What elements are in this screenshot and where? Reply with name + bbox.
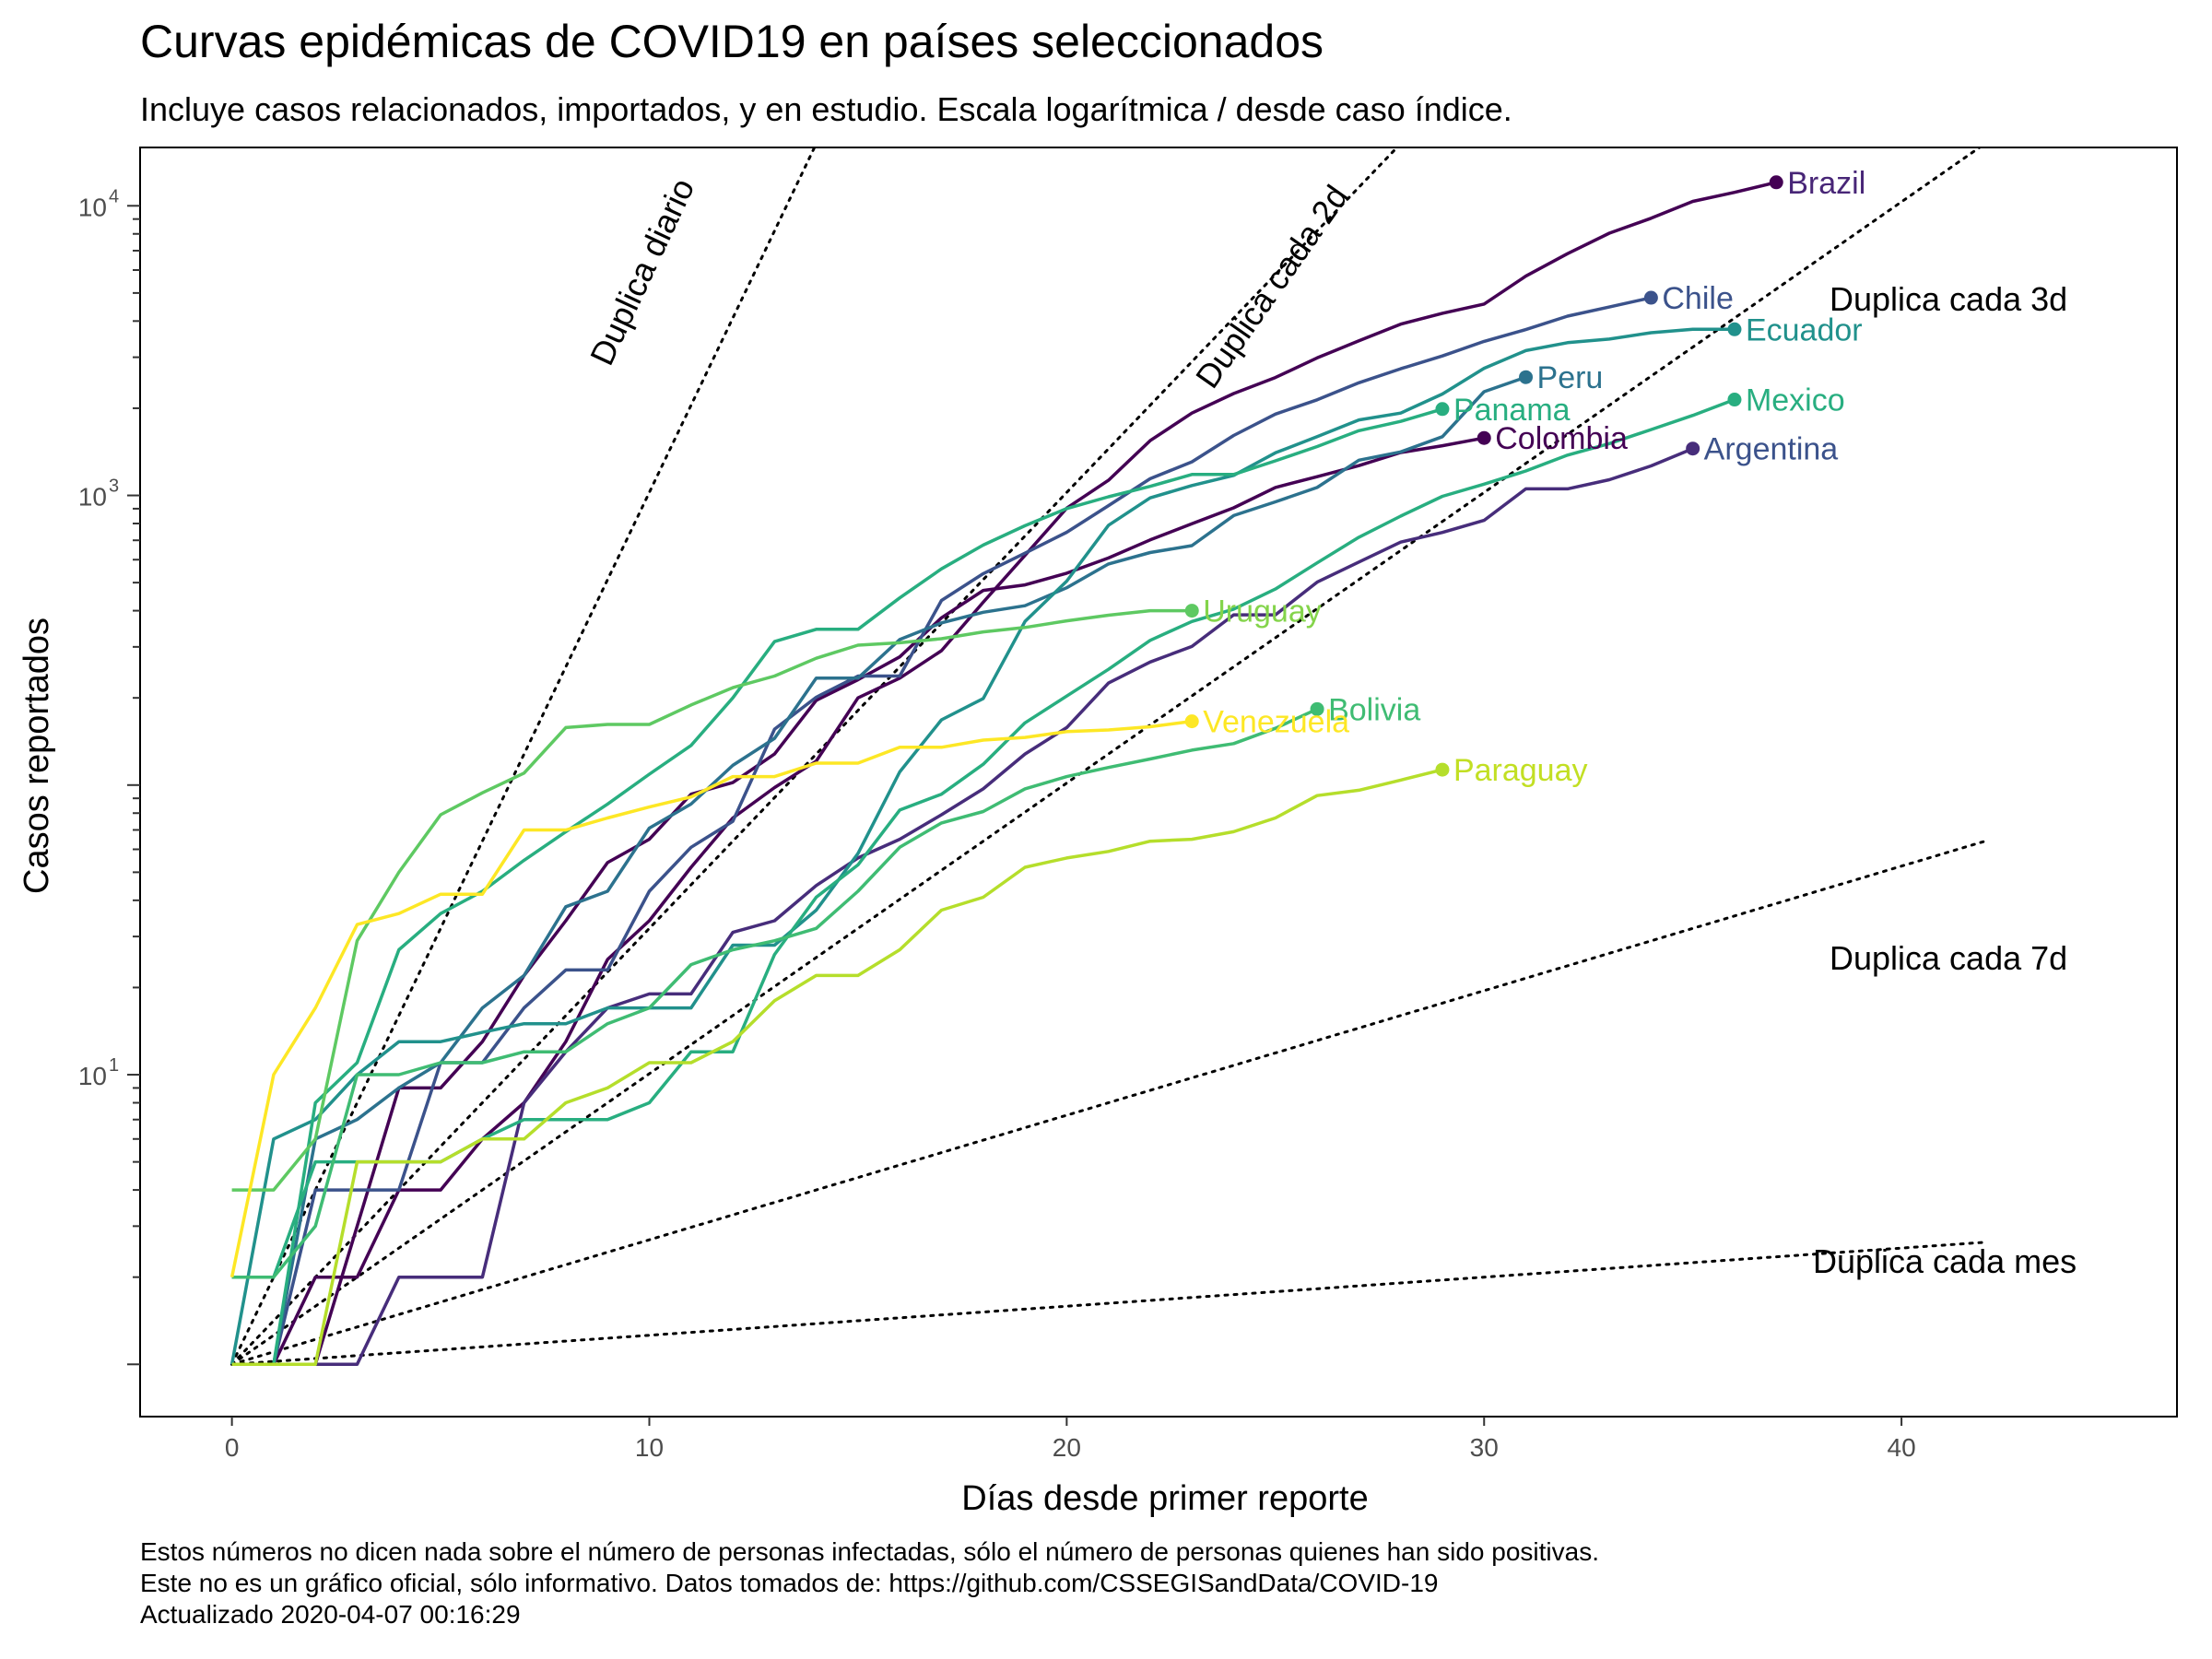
- chart-title: Curvas epidémicas de COVID19 en países s…: [140, 16, 1324, 67]
- series-end-point-brazil: [1769, 175, 1783, 190]
- series-label-panama: Panama: [1453, 393, 1571, 428]
- reference-line-5: [230, 1241, 1987, 1366]
- series-end-point-mexico: [1727, 393, 1742, 407]
- series-end-point-colombia: [1477, 430, 1491, 445]
- y-tick-label: 10: [78, 193, 107, 221]
- plot-panel-border: [139, 147, 2178, 1418]
- caption-line-3: Actualizado 2020-04-07 00:16:29: [140, 1600, 521, 1629]
- series-line-bolivia: [231, 707, 1318, 1279]
- series-end-point-uruguay: [1184, 604, 1199, 618]
- series-lines: [229, 181, 1777, 1367]
- y-tick-label: 10: [78, 483, 107, 512]
- series-line-brazil: [231, 181, 1777, 1367]
- series-end-point-ecuador: [1727, 322, 1742, 336]
- series-label-colombia: Colombia: [1495, 421, 1628, 456]
- reference-lines: [230, 147, 1987, 1366]
- series-line-uruguay: [231, 608, 1193, 1192]
- reference-line-1: [230, 147, 817, 1366]
- series-label-ecuador: Ecuador: [1746, 312, 1863, 347]
- series-label-peru: Peru: [1537, 360, 1604, 395]
- series-label-paraguay: Paraguay: [1453, 753, 1588, 788]
- series-end-point-panama: [1435, 402, 1450, 417]
- series-end-point-peru: [1519, 370, 1534, 384]
- x-tick-label: 0: [225, 1433, 240, 1462]
- reference-label-3: Duplica cada 3d: [1830, 280, 2067, 318]
- x-tick-label: 20: [1053, 1433, 1081, 1462]
- series-label-argentina: Argentina: [1704, 432, 1839, 467]
- series-line-ecuador: [229, 327, 1735, 1365]
- series-line-venezuela: [229, 719, 1193, 1278]
- series-end-markers: [1184, 175, 1783, 777]
- series-line-paraguay: [231, 768, 1443, 1367]
- x-axis: 0 10 20 30 40: [225, 1417, 1916, 1462]
- series-end-point-venezuela: [1184, 714, 1199, 729]
- reference-label-1: Duplica diario: [582, 172, 701, 371]
- series-label-bolivia: Bolivia: [1328, 692, 1420, 727]
- x-tick-label: 10: [635, 1433, 664, 1462]
- series-line-peru: [231, 375, 1527, 1367]
- series-line-argentina: [231, 447, 1694, 1367]
- series-end-point-bolivia: [1310, 701, 1324, 716]
- caption-line-1: Estos números no dicen nada sobre el núm…: [140, 1537, 1599, 1566]
- series-end-point-chile: [1643, 290, 1658, 305]
- series-end-point-argentina: [1686, 441, 1700, 456]
- series-line-mexico: [231, 397, 1735, 1279]
- caption-line-2: Este no es un gráfico oficial, sólo info…: [140, 1569, 1438, 1597]
- reference-line-4: [230, 840, 1987, 1366]
- series-end-point-paraguay: [1435, 762, 1450, 777]
- y-tick-exponent: 4: [109, 186, 119, 206]
- x-tick-label: 30: [1470, 1433, 1499, 1462]
- reference-label-2: Duplica cada 2d: [1188, 178, 1356, 394]
- series-label-venezuela: Venezuela: [1203, 705, 1349, 740]
- reference-label-4: Duplica cada 7d: [1830, 939, 2067, 977]
- y-tick-exponent: 3: [109, 477, 119, 497]
- series-labels: Brazil Colombia Argentina Chile Peru Ecuador P…: [1203, 166, 1865, 788]
- chart-subtitle: Incluye casos relacionados, importados, …: [140, 90, 1512, 128]
- series-label-mexico: Mexico: [1746, 383, 1845, 418]
- series-label-chile: Chile: [1662, 281, 1733, 316]
- x-axis-title: Días desde primer reporte: [961, 1479, 1368, 1518]
- x-tick-label: 40: [1888, 1433, 1916, 1462]
- series-label-uruguay: Uruguay: [1203, 594, 1322, 629]
- reference-label-5: Duplica cada mes: [1813, 1242, 2077, 1280]
- series-label-brazil: Brazil: [1787, 166, 1865, 201]
- series-line-chile: [231, 296, 1652, 1367]
- y-tick-label: 10: [78, 1062, 107, 1090]
- series-line-panama: [231, 407, 1443, 1367]
- y-axis: 10 110 310 4: [78, 186, 140, 1366]
- y-tick-exponent: 1: [109, 1055, 119, 1076]
- y-axis-title: Casos reportados: [18, 618, 56, 894]
- reference-line-3: [230, 147, 1983, 1366]
